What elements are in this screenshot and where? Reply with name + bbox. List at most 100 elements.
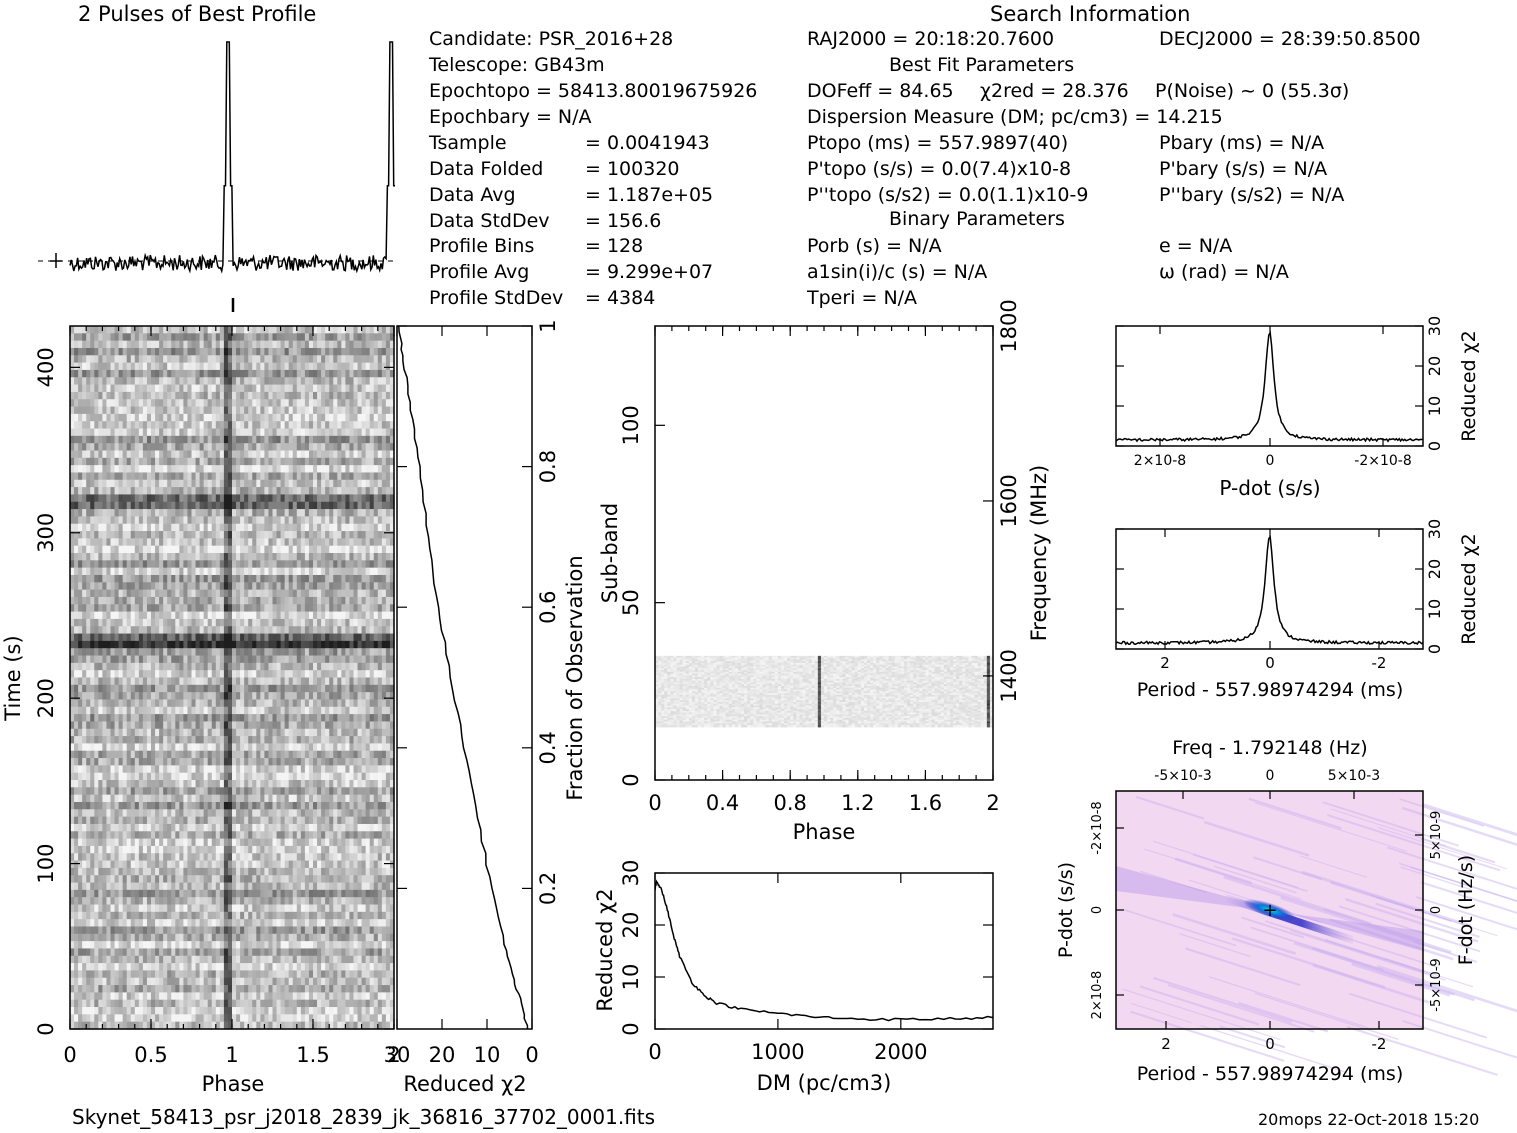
time-phase-cell bbox=[300, 655, 306, 664]
time-phase-cell bbox=[365, 604, 371, 613]
time-phase-cell bbox=[130, 450, 136, 459]
time-phase-cell bbox=[296, 574, 302, 583]
time-phase-cell bbox=[130, 501, 136, 510]
time-phase-cell bbox=[203, 758, 209, 766]
time-phase-cell bbox=[313, 684, 318, 693]
time-phase-cell bbox=[94, 772, 99, 781]
time-phase-cell bbox=[389, 611, 395, 620]
time-phase-cell bbox=[353, 721, 359, 730]
time-phase-cell bbox=[90, 714, 95, 723]
time-phase-cell bbox=[248, 706, 253, 715]
time-phase-cell bbox=[284, 736, 290, 744]
time-phase-cell bbox=[171, 728, 176, 737]
time-phase-cell bbox=[223, 523, 229, 532]
time-phase-cell bbox=[313, 494, 318, 503]
time-phase-cell bbox=[102, 750, 108, 759]
time-phase-cell bbox=[240, 391, 245, 400]
time-phase-cell bbox=[211, 743, 217, 752]
time-phase-cell bbox=[365, 545, 371, 554]
time-phase-cell bbox=[187, 626, 193, 635]
time-phase-cell bbox=[215, 574, 221, 583]
time-phase-cell bbox=[219, 443, 225, 452]
time-phase-cell bbox=[232, 538, 237, 547]
time-phase-cell bbox=[325, 596, 330, 605]
time-phase-cell bbox=[211, 640, 217, 649]
time-phase-cell bbox=[183, 443, 189, 452]
time-phase-cell bbox=[151, 523, 156, 532]
time-phase-cell bbox=[272, 377, 278, 386]
time-phase-cell bbox=[272, 413, 278, 422]
time-phase-cell bbox=[248, 662, 253, 671]
time-phase-cell bbox=[264, 450, 270, 459]
time-phase-cell bbox=[300, 355, 306, 364]
time-phase-cell bbox=[304, 633, 310, 642]
time-phase-cell bbox=[268, 728, 274, 737]
time-phase-cell bbox=[106, 662, 112, 671]
time-phase-cell bbox=[349, 596, 355, 605]
time-phase-cell bbox=[333, 340, 338, 349]
time-phase-cell bbox=[183, 487, 189, 496]
time-phase-cell bbox=[288, 391, 294, 400]
time-phase-cell bbox=[296, 406, 302, 415]
time-phase-cell bbox=[122, 487, 128, 496]
time-phase-cell bbox=[288, 428, 294, 437]
time-phase-cell bbox=[276, 692, 282, 701]
time-phase-cell bbox=[114, 743, 120, 752]
time-phase-cell bbox=[357, 604, 363, 613]
time-phase-cell bbox=[171, 553, 176, 561]
time-phase-cell bbox=[122, 618, 128, 627]
info-profavg-label: Profile Avg bbox=[429, 261, 530, 283]
time-phase-cell bbox=[219, 523, 225, 532]
time-phase-cell bbox=[357, 501, 363, 510]
time-phase-cell bbox=[373, 714, 379, 723]
time-phase-cell bbox=[264, 333, 270, 342]
time-phase-cell bbox=[142, 399, 148, 408]
time-phase-cell bbox=[288, 545, 294, 554]
time-phase-cell bbox=[163, 384, 168, 393]
time-phase-cell bbox=[365, 736, 371, 744]
time-phase-cell bbox=[321, 421, 326, 430]
time-phase-cell bbox=[187, 428, 193, 437]
time-phase-cell bbox=[171, 457, 176, 466]
time-phase-cell bbox=[268, 640, 274, 649]
time-phase-cell bbox=[341, 428, 346, 437]
time-phase-cell bbox=[102, 684, 108, 693]
time-phase-cell bbox=[252, 545, 257, 554]
time-phase-cell bbox=[345, 472, 351, 481]
time-phase-cell bbox=[114, 721, 120, 730]
time-phase-cell bbox=[126, 509, 132, 517]
time-phase-cell bbox=[304, 714, 310, 723]
time-phase-cell bbox=[296, 728, 302, 737]
time-phase-cell bbox=[90, 333, 95, 342]
time-phase-cell bbox=[110, 670, 116, 679]
time-phase-cell bbox=[118, 662, 124, 671]
time-phase-cell bbox=[389, 582, 395, 591]
time-phase-cell bbox=[329, 457, 334, 466]
time-phase-cell bbox=[78, 560, 83, 569]
time-phase-cell bbox=[203, 523, 209, 532]
time-phase-cell bbox=[288, 618, 294, 627]
time-phase-cell bbox=[167, 326, 172, 334]
time-phase-cell bbox=[191, 596, 197, 605]
time-phase-cell bbox=[260, 428, 265, 437]
time-phase-cell bbox=[317, 369, 322, 378]
time-phase-cell bbox=[284, 699, 290, 708]
time-phase-cell bbox=[199, 435, 205, 444]
time-phase-cell bbox=[199, 413, 205, 422]
time-phase-cell bbox=[268, 611, 274, 620]
time-phase-cell bbox=[389, 596, 395, 605]
time-phase-cell bbox=[236, 567, 241, 576]
time-phase-cell bbox=[82, 465, 87, 474]
time-phase-cell bbox=[98, 655, 103, 664]
time-phase-cell bbox=[114, 604, 120, 613]
time-phase-cell bbox=[94, 355, 99, 364]
time-phase-cell bbox=[98, 428, 103, 437]
time-phase-cell bbox=[171, 772, 176, 781]
time-phase-cell bbox=[256, 479, 261, 488]
time-phase-cell bbox=[304, 706, 310, 715]
time-phase-cell bbox=[341, 589, 346, 598]
time-phase-cell bbox=[159, 531, 164, 539]
time-phase-cell bbox=[179, 662, 184, 671]
time-phase-cell bbox=[244, 545, 249, 554]
time-phase-cell bbox=[179, 677, 184, 686]
